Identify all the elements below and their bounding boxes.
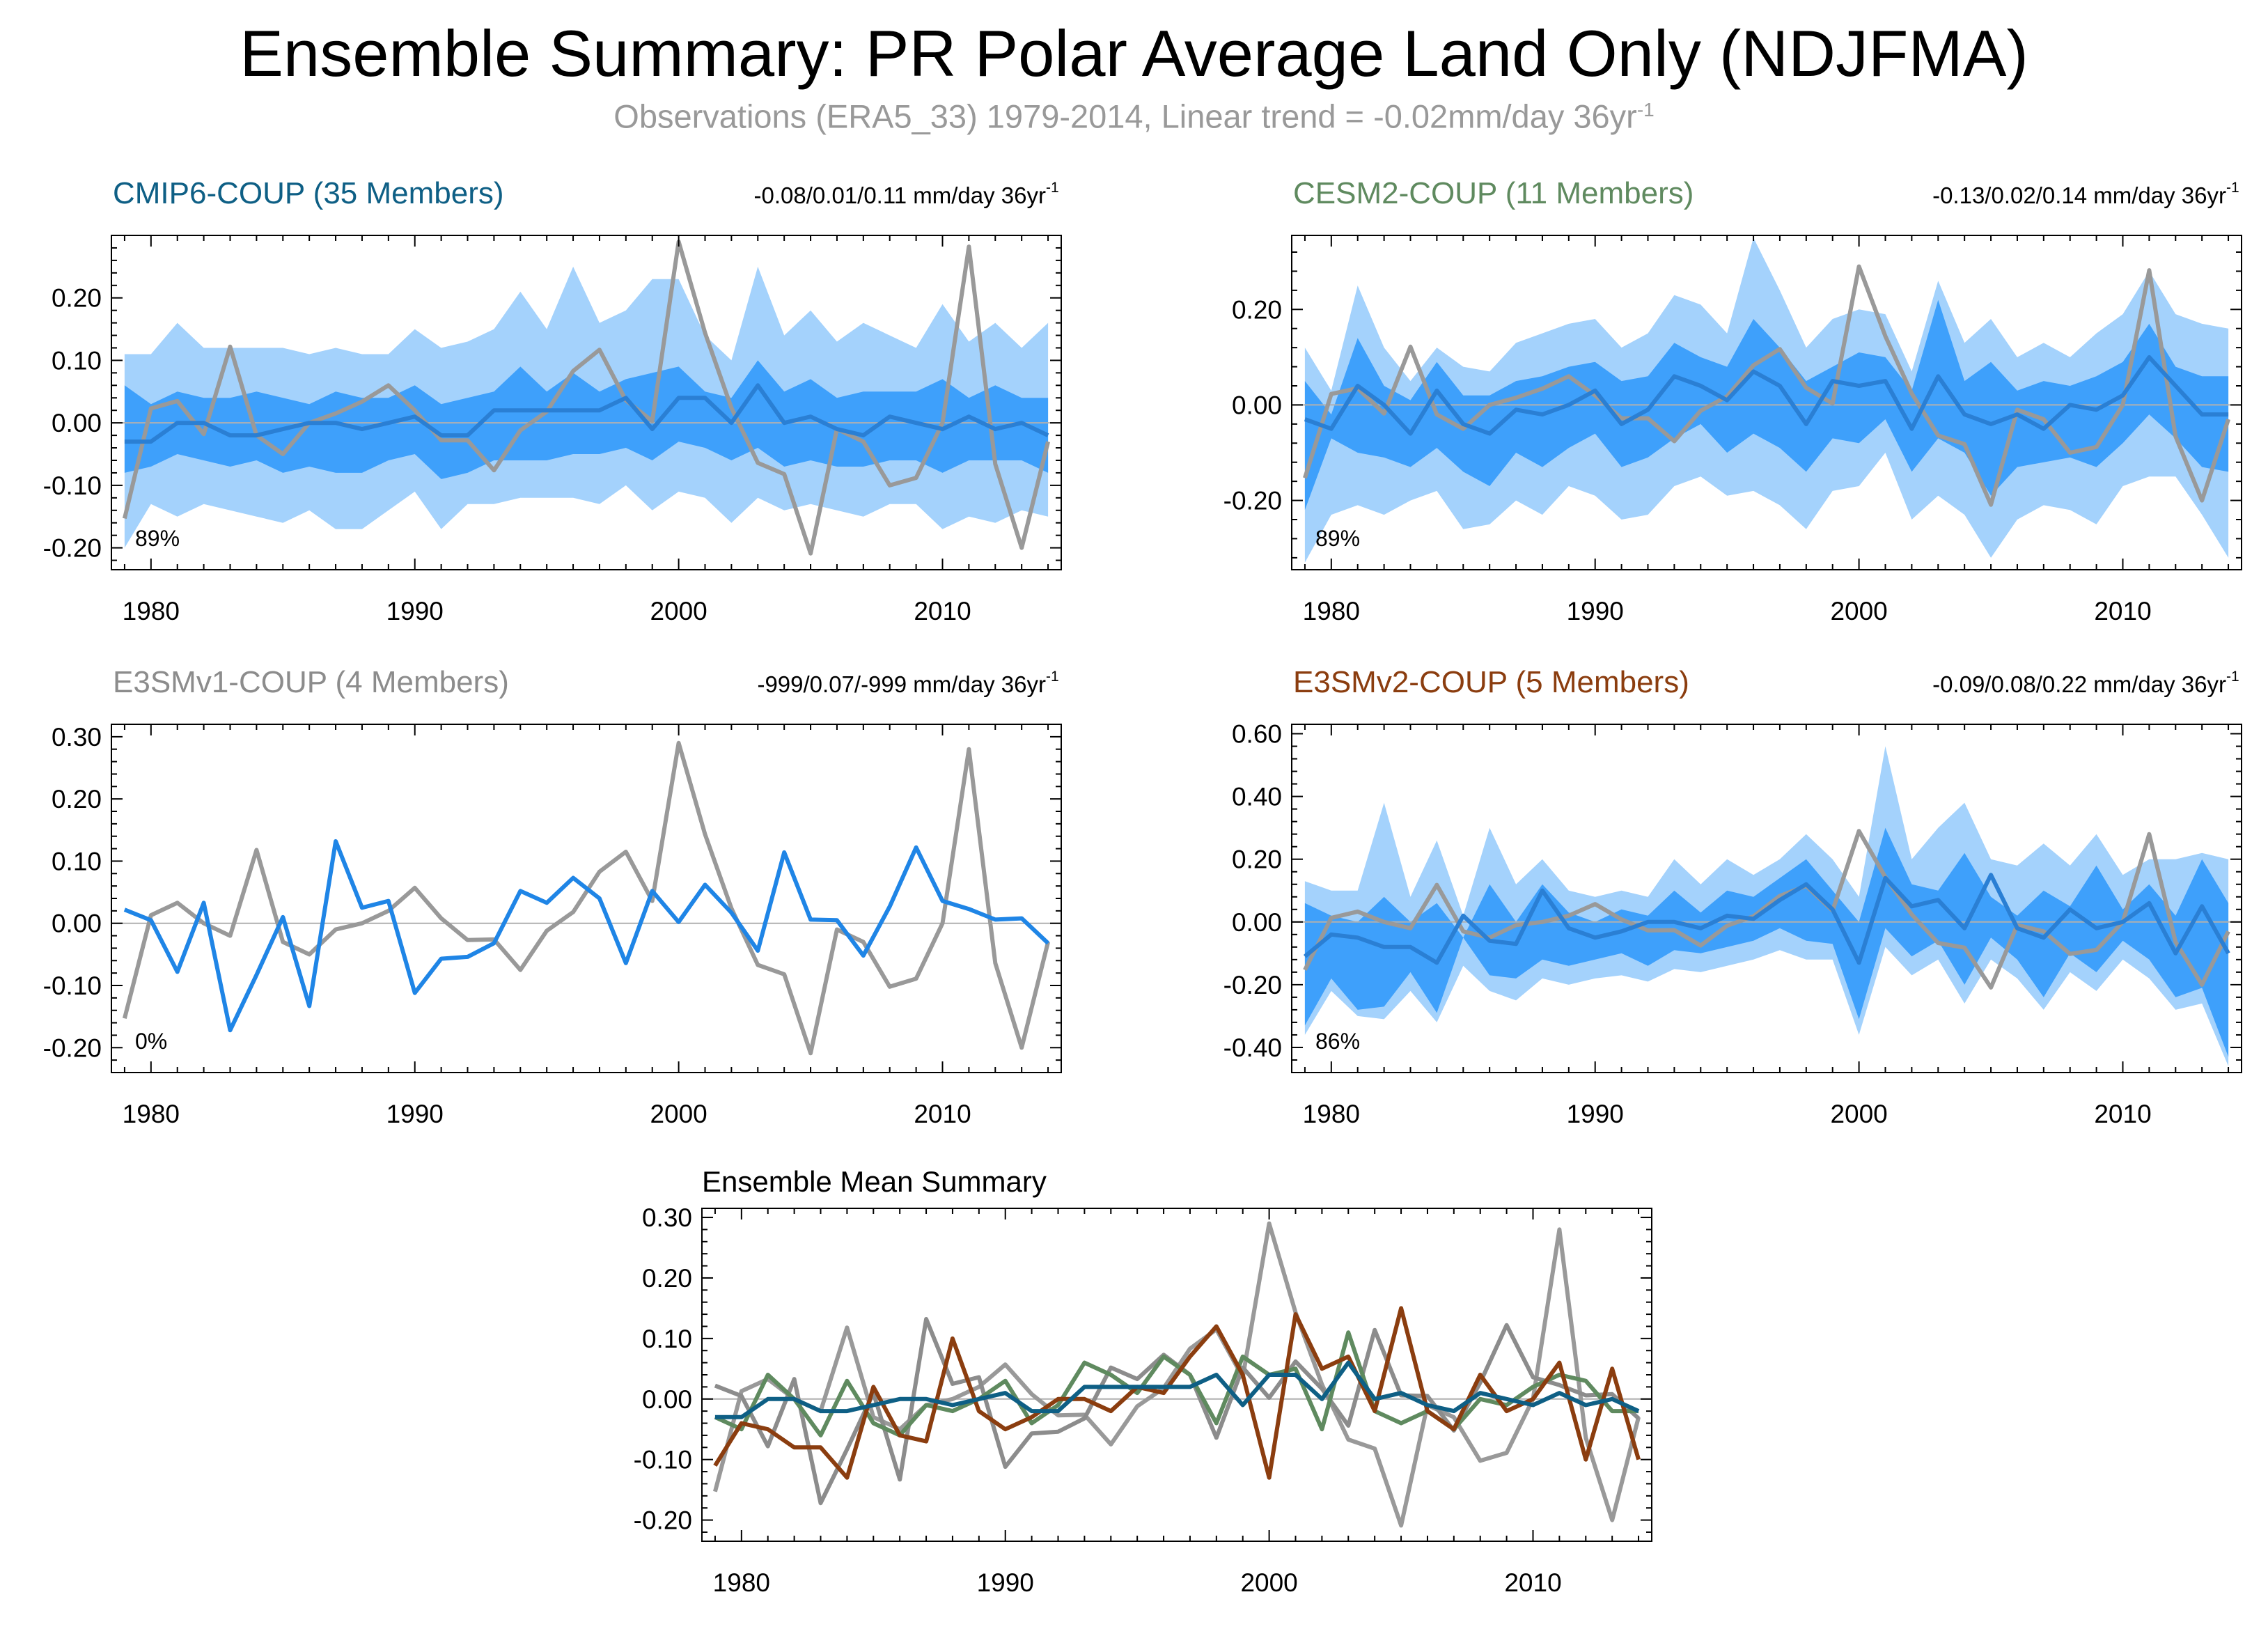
observations-line — [122, 240, 1051, 556]
y-tick-label: 0.20 — [1232, 295, 1282, 324]
ensemble-mean-line — [123, 839, 1050, 1033]
y-tick-label: 0.10 — [52, 847, 102, 875]
x-tick-label: 1980 — [1303, 597, 1360, 625]
figure-title: Ensemble Summary: PR Polar Average Land … — [240, 17, 2028, 90]
x-tick-label: 1980 — [1303, 1100, 1360, 1128]
subtitle-text: Observations (ERA5_33) 1979-2014, Linear… — [613, 98, 1637, 135]
panel-title: Ensemble Mean Summary — [702, 1165, 1047, 1198]
subtitle-exponent: -1 — [1636, 99, 1655, 120]
y-tick-label: 0.30 — [642, 1203, 692, 1232]
y-tick-label: 0.20 — [1232, 845, 1282, 874]
x-tick-label: 2010 — [2094, 1100, 2151, 1128]
plot-area-e3smv1 — [111, 740, 1061, 1056]
percent-label: 89% — [135, 526, 180, 551]
figure-subtitle: Observations (ERA5_33) 1979-2014, Linear… — [0, 91, 2268, 137]
x-tick-label: 1980 — [123, 1100, 180, 1128]
y-tick-label: 0.20 — [642, 1264, 692, 1293]
x-tick-label: 1980 — [713, 1568, 770, 1597]
x-tick-label: 1990 — [1567, 597, 1624, 625]
x-tick-label: 2010 — [2094, 597, 2151, 625]
x-tick-label: 2000 — [1830, 1100, 1887, 1128]
y-tick-label: -0.20 — [1223, 487, 1282, 515]
y-tick-label: 0.10 — [642, 1325, 692, 1353]
panel-title: E3SMv1-COUP (4 Members) — [113, 665, 509, 699]
plot-area-cmip6 — [111, 240, 1061, 556]
y-tick-label: -0.20 — [43, 534, 102, 563]
series-line-e3smv2-coup — [713, 1306, 1641, 1480]
y-tick-label: -0.10 — [634, 1446, 692, 1474]
percent-label: 0% — [135, 1029, 167, 1054]
trend-label-exponent: -1 — [1046, 669, 1059, 685]
plot-frame — [111, 235, 1062, 570]
ensemble-mean-line — [1303, 873, 2230, 965]
inner-range-band — [124, 360, 1049, 479]
plot-frame — [1291, 724, 2242, 1073]
x-tick-label: 2000 — [650, 597, 707, 625]
y-tick-label: 0.10 — [52, 346, 102, 375]
y-tick-label: -0.40 — [1223, 1034, 1282, 1062]
x-tick-label: 1990 — [977, 1568, 1034, 1597]
plot-area-summary — [702, 1221, 1652, 1528]
x-tick-label: 2010 — [914, 1100, 971, 1128]
x-tick-label: 1990 — [1567, 1100, 1624, 1128]
y-tick-label: -0.20 — [43, 1034, 102, 1062]
plot-frame — [111, 724, 1062, 1073]
series-line-cmip6-coup — [714, 1360, 1640, 1419]
ensemble-mean-line — [124, 383, 1049, 444]
x-tick-label: 2010 — [914, 597, 971, 625]
plot-area-cesm2 — [1292, 237, 2242, 563]
y-tick-label: -0.10 — [43, 471, 102, 500]
panel-title: E3SMv2-COUP (5 Members) — [1293, 665, 1689, 699]
trend-label: -0.13/0.02/0.14 mm/day 36yr — [1932, 182, 2226, 208]
panel-e3smv1: -0.20 -0.10 0.00 0.10 0.20 0.30 1980 1990 2000 20… — [43, 665, 1062, 1128]
panel-cmip6: -0.20 -0.10 0.00 0.10 0.20 1980 1990 2000 2010 CM… — [43, 176, 1062, 625]
y-tick-label: -0.20 — [634, 1506, 692, 1535]
plot-area-e3smv2 — [1292, 746, 2242, 1066]
y-tick-label: 0.00 — [1232, 908, 1282, 937]
y-tick-label: 0.20 — [52, 284, 102, 313]
x-tick-label: 1980 — [123, 597, 180, 625]
x-tick-label: 2000 — [1830, 597, 1887, 625]
y-tick-label: 0.00 — [52, 910, 102, 938]
y-tick-label: 0.20 — [52, 785, 102, 813]
y-tick-label: -0.20 — [1223, 971, 1282, 999]
x-tick-label: 1990 — [386, 1100, 444, 1128]
series-line-cesm2-coup — [714, 1330, 1639, 1437]
panel-e3smv2: -0.40 -0.20 0.00 0.20 0.40 0.60 1980 1990 2000 20… — [1223, 665, 2242, 1128]
trend-label-exponent: -1 — [1046, 180, 1059, 196]
percent-label: 89% — [1315, 526, 1360, 551]
y-tick-label: -0.10 — [43, 972, 102, 1000]
panel-cesm2: -0.20 0.00 0.20 1980 1990 2000 2010 CESM2-COUP … — [1223, 176, 2242, 625]
plot-frame — [1291, 235, 2242, 570]
percent-label: 86% — [1315, 1029, 1360, 1054]
trend-label: -0.09/0.08/0.22 mm/day 36yr — [1932, 671, 2226, 697]
ensemble-mean-line — [1304, 354, 2229, 436]
x-tick-label: 1990 — [386, 597, 444, 625]
panel-title: CMIP6-COUP (35 Members) — [113, 176, 504, 210]
trend-label-exponent: -1 — [2226, 180, 2239, 196]
observations-line — [1303, 264, 2230, 507]
x-tick-label: 2000 — [1240, 1568, 1297, 1597]
x-tick-label: 2010 — [1504, 1568, 1561, 1597]
y-tick-label: 0.00 — [52, 409, 102, 437]
observations-line — [122, 740, 1051, 1056]
y-tick-label: 0.60 — [1232, 720, 1282, 749]
y-tick-label: 0.00 — [1232, 391, 1282, 419]
y-tick-label: 0.00 — [642, 1385, 692, 1414]
panel-title: CESM2-COUP (11 Members) — [1293, 176, 1694, 210]
trend-label: -999/0.07/-999 mm/day 36yr — [757, 671, 1046, 697]
panel-summary: -0.20 -0.10 0.00 0.10 0.20 0.30 1980 1990 2000 20… — [634, 1165, 1652, 1597]
y-tick-label: 0.30 — [52, 723, 102, 751]
trend-label-exponent: -1 — [2226, 669, 2239, 685]
trend-label: -0.08/0.01/0.11 mm/day 36yr — [754, 182, 1046, 208]
x-tick-label: 2000 — [650, 1100, 707, 1128]
y-tick-label: 0.40 — [1232, 783, 1282, 811]
